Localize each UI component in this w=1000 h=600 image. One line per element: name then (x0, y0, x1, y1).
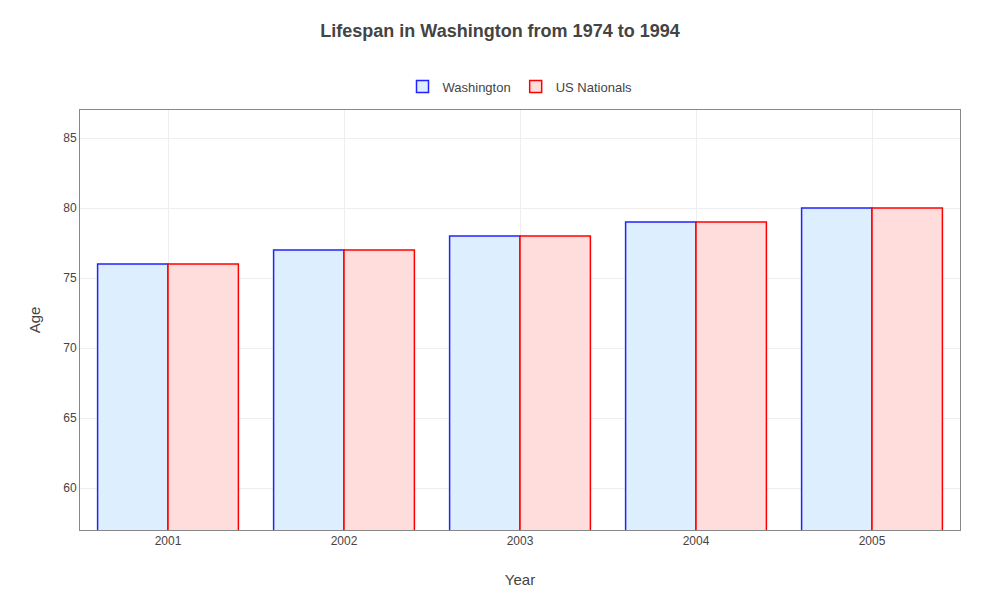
svg-text:80: 80 (63, 201, 77, 215)
svg-text:US Nationals: US Nationals (556, 80, 632, 95)
svg-text:85: 85 (63, 131, 77, 145)
svg-text:70: 70 (63, 341, 77, 355)
svg-text:2001: 2001 (155, 534, 182, 548)
svg-text:2004: 2004 (683, 534, 710, 548)
svg-text:2002: 2002 (331, 534, 358, 548)
svg-text:Washington: Washington (443, 80, 511, 95)
svg-text:Year: Year (505, 571, 535, 588)
svg-text:2003: 2003 (507, 534, 534, 548)
svg-text:Age: Age (26, 307, 43, 334)
svg-text:65: 65 (63, 411, 77, 425)
svg-text:75: 75 (63, 271, 77, 285)
svg-text:2005: 2005 (859, 534, 886, 548)
svg-text:Lifespan in Washington from 19: Lifespan in Washington from 1974 to 1994 (320, 21, 679, 41)
svg-text:60: 60 (63, 481, 77, 495)
